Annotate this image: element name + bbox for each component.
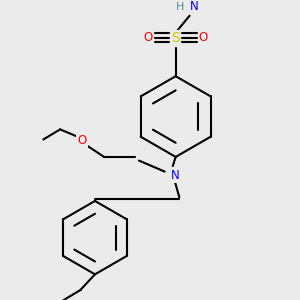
Text: H: H <box>176 2 184 11</box>
Text: O: O <box>199 31 208 44</box>
Text: O: O <box>77 134 87 147</box>
Text: S: S <box>171 31 180 45</box>
Text: N: N <box>190 0 198 13</box>
Text: N: N <box>171 169 179 182</box>
Text: O: O <box>143 31 153 44</box>
